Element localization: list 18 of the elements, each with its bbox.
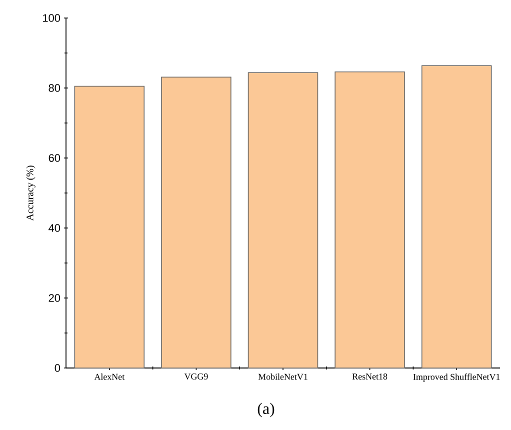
- y-tick-label: 0: [54, 364, 60, 372]
- x-tick-label: VGG9: [184, 374, 208, 380]
- bar: [248, 72, 318, 368]
- y-tick-label: 60: [48, 154, 60, 162]
- x-tick-label: AlexNet: [94, 374, 125, 380]
- bar: [421, 65, 492, 368]
- text: (a): [258, 402, 274, 418]
- x-tick-label: MobileNetV1: [258, 374, 308, 380]
- bar: [74, 86, 145, 368]
- x-tick-label: Improved ShuffleNetV1: [413, 374, 500, 382]
- bar: [161, 76, 232, 368]
- x-tick-label: ResNet18: [352, 374, 388, 380]
- y-tick-label: 80: [48, 84, 60, 92]
- y-tick-label: 40: [48, 224, 60, 232]
- y-tick-label: 100: [43, 14, 60, 22]
- y-axis-title: Accuracy (%): [26, 166, 36, 221]
- bar: [334, 71, 405, 368]
- y-tick-label: 20: [48, 294, 60, 302]
